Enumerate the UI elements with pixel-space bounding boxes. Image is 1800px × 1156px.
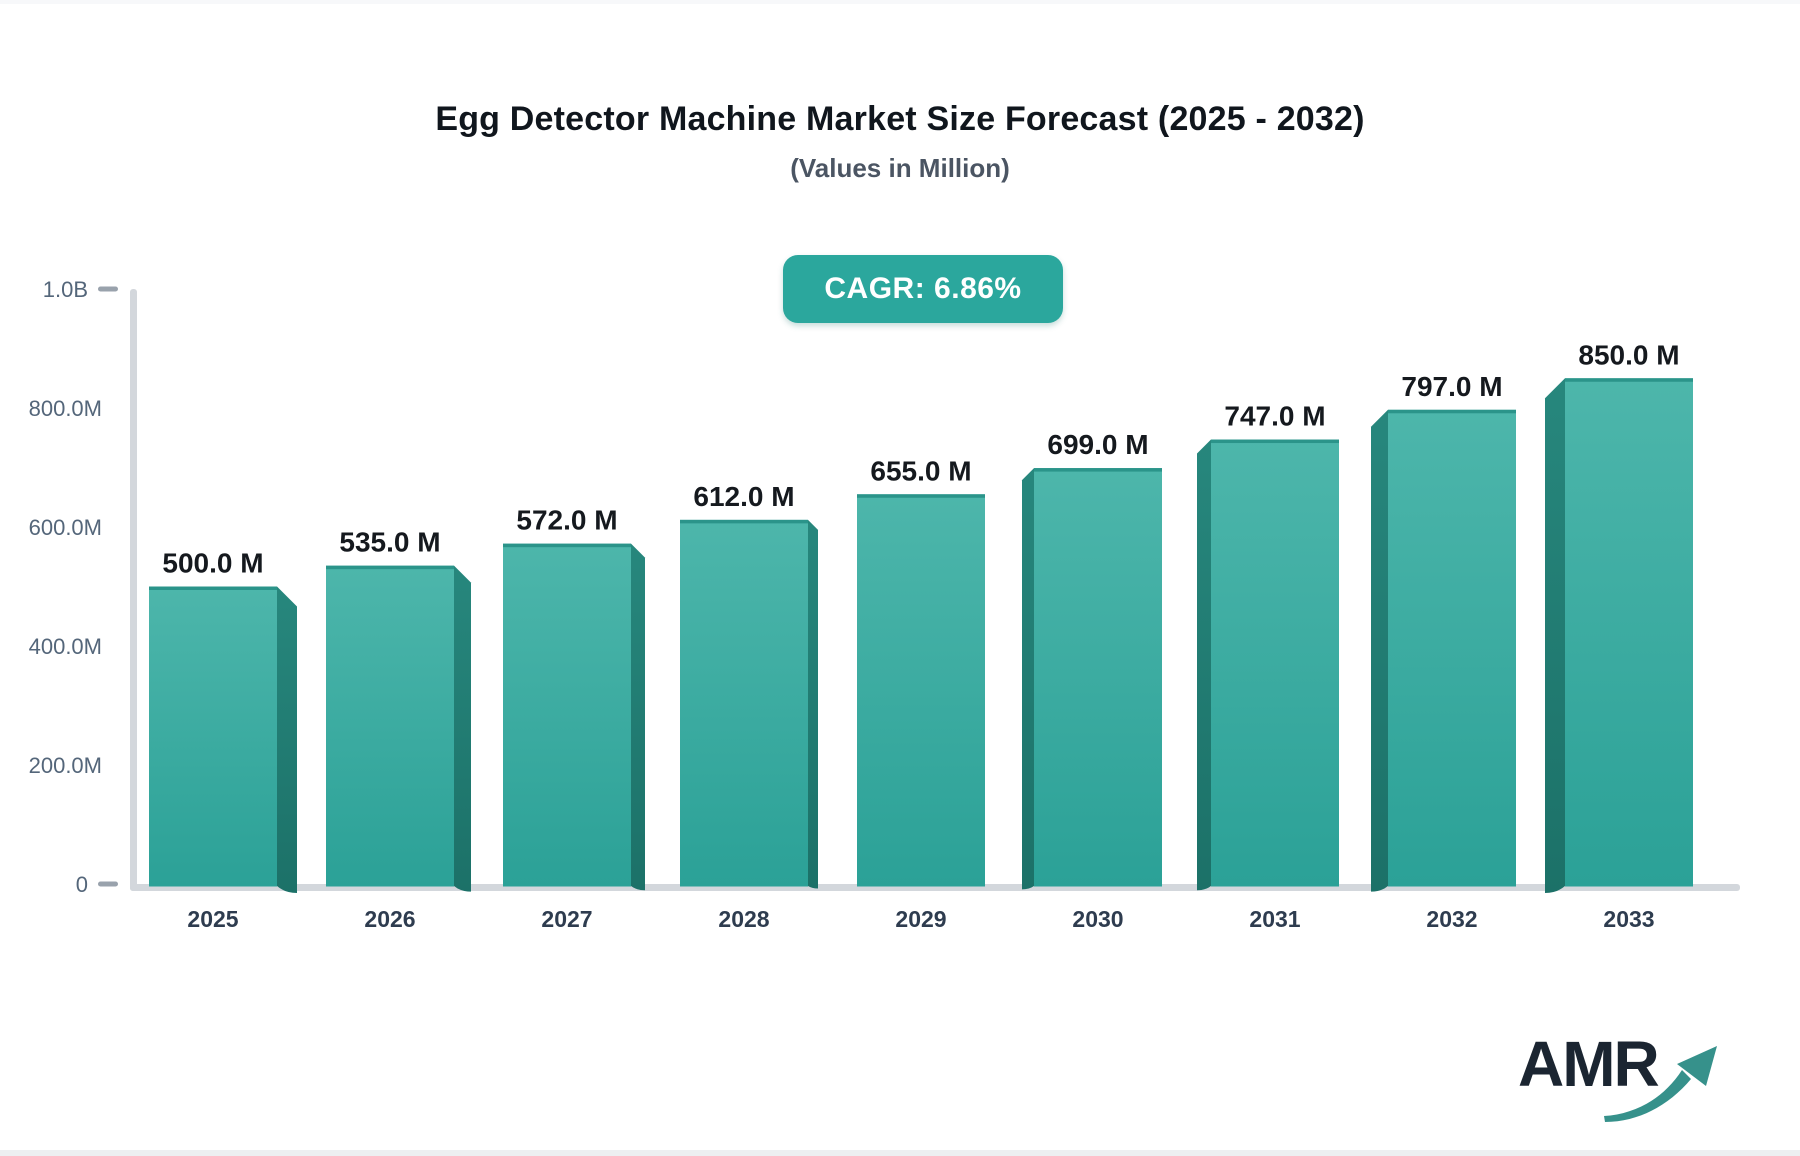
bar-side-face <box>631 543 645 891</box>
y-tick-label: 800.0M <box>29 396 102 421</box>
x-axis-year-label: 2031 <box>1249 906 1300 932</box>
amr-logo: AMR <box>1518 1032 1738 1142</box>
bar-top-edge <box>857 494 985 498</box>
bar-value-label: 797.0 M <box>1401 371 1502 402</box>
bar <box>1545 378 1693 893</box>
bar-side-face <box>1371 409 1388 892</box>
y-tick-label: 200.0M <box>29 753 102 778</box>
bar-side-face <box>808 519 818 889</box>
y-axis-line <box>130 289 137 891</box>
page-subtitle: (Values in Million) <box>790 153 1010 183</box>
bar-top-edge <box>1034 468 1162 472</box>
x-axis-year-label: 2033 <box>1603 906 1654 932</box>
bar-side-face <box>1545 378 1565 893</box>
bar-front-face <box>1388 409 1516 887</box>
x-axis-year-label: 2029 <box>895 906 946 932</box>
cagr-badge: CAGR: 6.86% <box>783 255 1063 323</box>
bar-top-edge <box>149 586 277 590</box>
bar-top-edge <box>1388 409 1516 414</box>
bar-top-edge <box>1211 439 1339 444</box>
bar-side-face <box>1197 439 1211 891</box>
y-tick-label: 1.0B <box>43 277 88 302</box>
page-top-edge <box>0 0 1800 4</box>
bar <box>1197 439 1339 891</box>
bar-top-edge <box>326 565 454 570</box>
x-axis-year-label: 2028 <box>718 906 769 932</box>
bar-top-edge <box>680 519 808 524</box>
growth-arrow-head <box>1677 1046 1717 1086</box>
y-tick-label: 0 <box>76 872 88 897</box>
bar-front-face <box>1211 439 1339 887</box>
bar-side-face <box>277 586 297 893</box>
x-axis-year-label: 2026 <box>364 906 415 932</box>
growth-arrow-icon <box>1604 1046 1717 1122</box>
bar <box>503 543 645 891</box>
bar-top-edge <box>1565 378 1693 382</box>
x-axis-year-label: 2025 <box>187 906 238 932</box>
x-axis-year-label: 2027 <box>541 906 592 932</box>
bar-value-label: 572.0 M <box>516 505 617 536</box>
chart-header: Egg Detector Machine Market Size Forecas… <box>0 98 1800 186</box>
bar-front-face <box>1034 468 1162 887</box>
bar-side-face <box>454 565 471 892</box>
y-tick-dash <box>98 286 118 292</box>
y-tick-dash <box>98 881 118 887</box>
bar-front-face <box>1565 378 1693 887</box>
y-tick-label: 400.0M <box>29 634 102 659</box>
bar-front-face <box>680 519 808 887</box>
bar <box>680 519 818 889</box>
bar-front-face <box>326 565 454 887</box>
bar <box>857 494 985 887</box>
bar-value-label: 850.0 M <box>1578 339 1679 370</box>
bar-side-face <box>1022 468 1034 890</box>
bar-front-face <box>149 586 277 887</box>
page-title: Egg Detector Machine Market Size Forecas… <box>435 100 1365 138</box>
bar-value-label: 747.0 M <box>1224 401 1325 432</box>
bar-top-edge <box>503 543 631 548</box>
growth-arrow-tail <box>1604 1070 1691 1122</box>
x-axis-year-label: 2032 <box>1426 906 1477 932</box>
bar <box>1022 468 1162 890</box>
y-tick-label: 600.0M <box>29 515 102 540</box>
bar-front-face <box>857 494 985 887</box>
bar <box>149 586 297 893</box>
amr-logo-text: AMR <box>1518 1028 1660 1100</box>
bar <box>1371 409 1516 892</box>
bar <box>326 565 471 892</box>
bar-value-label: 500.0 M <box>162 548 263 579</box>
bar-front-face <box>503 543 631 887</box>
page-bottom-edge <box>0 1150 1800 1156</box>
bar-value-label: 699.0 M <box>1047 429 1148 460</box>
bar-value-label: 535.0 M <box>339 527 440 558</box>
x-axis-year-label: 2030 <box>1072 906 1123 932</box>
bar-value-label: 655.0 M <box>870 455 971 486</box>
bar-value-label: 612.0 M <box>693 481 794 512</box>
